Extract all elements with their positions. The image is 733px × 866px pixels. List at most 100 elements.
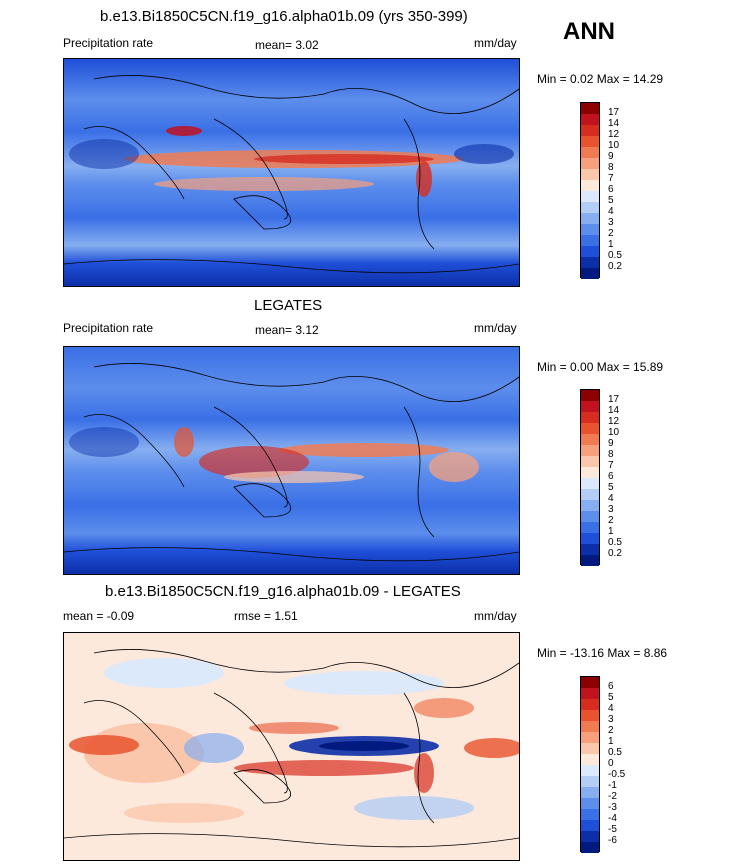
colorbar-swatch (581, 401, 599, 412)
panel3-rmse: rmse = 1.51 (234, 609, 298, 623)
panel3-map (63, 632, 520, 861)
panel3-mean: mean = -0.09 (63, 609, 135, 623)
colorbar-swatch (581, 257, 599, 268)
panel2-units: mm/day (474, 321, 517, 335)
colorbar-swatch (581, 710, 599, 721)
colorbar-level-label: 8 (608, 162, 614, 173)
colorbar-level-label: 4 (608, 703, 614, 714)
colorbar-level-label: 3 (608, 217, 614, 228)
colorbar-level-label: 5 (608, 692, 614, 703)
colorbar-swatch (581, 202, 599, 213)
colorbar-swatch (581, 268, 599, 279)
colorbar-swatch (581, 732, 599, 743)
colorbar-level-label: 12 (608, 416, 620, 427)
colorbar-swatch (581, 246, 599, 257)
colorbar-swatch (581, 533, 599, 544)
colorbar-level-label: 1 (608, 239, 614, 250)
colorbar-level-label: 3 (608, 714, 614, 725)
panel1-title: b.e13.Bi1850C5CN.f19_g16.alpha01b.09 (yr… (100, 8, 468, 25)
colorbar-swatch (581, 180, 599, 191)
colorbar-swatch (581, 699, 599, 710)
colorbar-swatches (580, 102, 600, 279)
colorbar-level-label: 4 (608, 206, 614, 217)
colorbar-swatch (581, 213, 599, 224)
panel1-map (63, 58, 520, 287)
colorbar-level-label: 10 (608, 427, 620, 438)
colorbar-level-label: 1 (608, 736, 614, 747)
season-label: ANN (563, 18, 615, 45)
panel1-map-field (64, 59, 519, 286)
colorbar-swatch (581, 489, 599, 500)
colorbar-level-label: 5 (608, 482, 614, 493)
colorbar-swatch (581, 754, 599, 765)
colorbar-swatch (581, 688, 599, 699)
panel2-minmax: Min = 0.00 Max = 15.89 (537, 360, 664, 374)
colorbar-level-label: 0.2 (608, 548, 622, 559)
colorbar-swatch (581, 412, 599, 423)
colorbar-swatch (581, 831, 599, 842)
panel3-minmax: Min = -13.16 Max = 8.86 (537, 646, 668, 660)
colorbar-swatch (581, 743, 599, 754)
colorbar-level-label: 10 (608, 140, 620, 151)
colorbar-level-label: 2 (608, 725, 614, 736)
panel2-map-field (64, 347, 519, 574)
colorbar-level-label: 0.5 (608, 537, 622, 548)
colorbar-level-label: 9 (608, 151, 614, 162)
colorbar-level-label: 14 (608, 405, 620, 416)
colorbar-swatch (581, 820, 599, 831)
panel3-units: mm/day (474, 609, 517, 623)
colorbar-swatch (581, 776, 599, 787)
panel2-left-label: Precipitation rate (63, 321, 154, 335)
colorbar-swatch (581, 235, 599, 246)
colorbar-level-label: -5 (608, 824, 617, 835)
colorbar-swatch (581, 787, 599, 798)
colorbar-level-label: 9 (608, 438, 614, 449)
colorbar-level-label: 0.2 (608, 261, 622, 272)
colorbar-swatch (581, 169, 599, 180)
colorbar-level-label: 7 (608, 173, 614, 184)
colorbar-level-label: 4 (608, 493, 614, 504)
colorbar-swatch (581, 721, 599, 732)
colorbar-swatch (581, 434, 599, 445)
colorbar-swatch (581, 224, 599, 235)
colorbar-level-label: 6 (608, 471, 614, 482)
colorbar-swatch (581, 390, 599, 401)
colorbar-swatch (581, 522, 599, 533)
colorbar-swatch (581, 500, 599, 511)
colorbar-swatch (581, 809, 599, 820)
panel2-map (63, 346, 520, 575)
colorbar-swatch (581, 147, 599, 158)
colorbar-swatch (581, 114, 599, 125)
colorbar-level-label: -2 (608, 791, 617, 802)
colorbar-level-label: 7 (608, 460, 614, 471)
colorbar-level-label: 14 (608, 118, 620, 129)
colorbar-level-label: -6 (608, 835, 617, 846)
colorbar-swatch (581, 765, 599, 776)
colorbar-level-label: -3 (608, 802, 617, 813)
colorbar-level-label: -4 (608, 813, 617, 824)
colorbar-level-label: 0 (608, 758, 614, 769)
colorbar-level-label: 1 (608, 526, 614, 537)
colorbar-level-label: -1 (608, 780, 617, 791)
colorbar-level-label: 3 (608, 504, 614, 515)
panel1-left-label: Precipitation rate (63, 36, 154, 50)
colorbar-swatch (581, 136, 599, 147)
colorbar-level-label: 5 (608, 195, 614, 206)
colorbar-swatches (580, 676, 600, 853)
colorbar-level-label: 6 (608, 184, 614, 195)
colorbar-level-label: -0.5 (608, 769, 626, 780)
colorbar-swatch (581, 467, 599, 478)
panel2-mean: mean= 3.12 (255, 323, 319, 337)
panel1-units: mm/day (474, 36, 517, 50)
colorbar-swatches (580, 389, 600, 566)
colorbar-swatch (581, 103, 599, 114)
colorbar-level-label: 6 (608, 681, 614, 692)
colorbar-swatch (581, 798, 599, 809)
colorbar-swatch (581, 445, 599, 456)
colorbar-swatch (581, 158, 599, 169)
colorbar-swatch (581, 456, 599, 467)
colorbar-swatch (581, 555, 599, 566)
colorbar-swatch (581, 842, 599, 853)
colorbar-level-label: 12 (608, 129, 620, 140)
panel1-minmax: Min = 0.02 Max = 14.29 (537, 72, 664, 86)
